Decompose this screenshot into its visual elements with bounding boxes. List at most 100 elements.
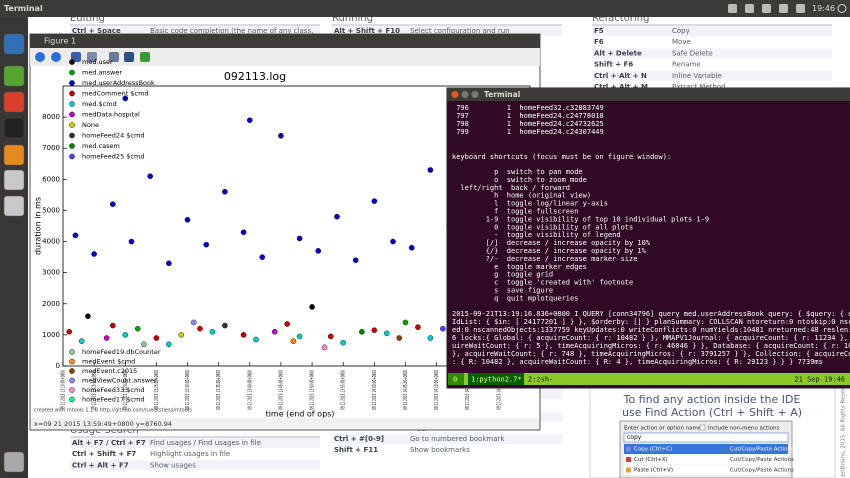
terminal-line: uireWaitCount: { r: 5 }, timeAcquiringMi… [452, 342, 850, 350]
window-button[interactable] [471, 91, 479, 98]
point [141, 341, 147, 348]
legend-label[interactable]: med.casem [82, 142, 120, 150]
result-row[interactable] [624, 454, 788, 465]
terminal-line: 796 1 homeFeed32.c32883749 [452, 104, 604, 112]
chart-title: 092113.log [224, 70, 286, 83]
point [315, 248, 322, 254]
shortcut-key: Shift + F6 [594, 61, 633, 69]
legend-marker[interactable] [69, 358, 75, 365]
window-button[interactable] [451, 91, 459, 98]
legend-label[interactable]: homeFeed33 $cmd [82, 386, 144, 394]
launcher-icon[interactable] [3, 169, 25, 191]
terminal-line: 2015-09-21T13:19:16.836+0800 I QUERY [co… [452, 310, 850, 318]
launcher-icon[interactable] [3, 91, 25, 113]
legend-label[interactable]: med.user [82, 58, 113, 66]
y-axis-label: duration in ms [34, 197, 43, 255]
window-button[interactable] [461, 91, 469, 98]
legend-label[interactable]: medViewCount.answer [82, 377, 157, 385]
legend-marker[interactable] [69, 377, 75, 384]
legend-marker[interactable] [69, 132, 75, 139]
indicator-icon[interactable] [745, 4, 754, 13]
legend-label[interactable]: homeFeed19.dbCounter [82, 348, 161, 356]
active-tab[interactable] [468, 373, 524, 385]
shortcut-row-bg [592, 70, 832, 81]
legend-label[interactable]: homeFeed25 $cmd [82, 153, 144, 161]
indicator-icon[interactable] [779, 4, 788, 13]
y-tick-label: 7000 [42, 144, 60, 152]
terminal-line: - toggle visibility of legend [452, 231, 621, 239]
point [415, 324, 421, 330]
point [371, 198, 378, 204]
shortcut-description: Highlight usages in file [150, 450, 230, 458]
shortcut-key: Ctrl + Alt + M [594, 83, 648, 91]
legend-marker[interactable] [69, 153, 75, 160]
point [128, 238, 135, 245]
shortcut-description: Inline Variable [672, 72, 722, 80]
indicator-icon[interactable] [796, 4, 805, 13]
status-tab[interactable]: 1:python2.7* [471, 376, 522, 384]
legend-marker[interactable] [69, 111, 75, 118]
terminal-line: IdList: { $in: [ 24177201 ] } }, $orderb… [452, 318, 850, 326]
launcher-icon[interactable] [3, 65, 25, 87]
point [246, 117, 253, 124]
legend-marker[interactable] [69, 368, 75, 374]
section-title: Running [332, 13, 373, 24]
legend-label[interactable]: medData.hospital [82, 111, 140, 119]
system-menu[interactable] [837, 4, 847, 13]
toolbar-button[interactable] [71, 52, 81, 62]
legend-label[interactable]: homeFeed24 $cmd [82, 132, 144, 140]
window-title: Figure 1 [44, 37, 76, 46]
result-row[interactable] [624, 444, 788, 454]
x-axis-label: time (end of ops) [266, 410, 335, 419]
toolbar-button[interactable] [109, 52, 119, 62]
indicator-icon[interactable] [762, 4, 771, 13]
top-bar: Terminal 19:46 [0, 0, 850, 17]
legend-marker[interactable] [69, 122, 75, 128]
legend-label[interactable]: med.$cmd [82, 100, 117, 108]
launcher-icon[interactable] [3, 195, 25, 217]
legend-marker[interactable] [69, 69, 75, 76]
result-row[interactable] [624, 465, 788, 475]
legend-marker[interactable] [69, 396, 75, 403]
legend-marker[interactable] [69, 59, 75, 65]
legend-marker[interactable] [69, 143, 75, 149]
indicator-icon[interactable] [728, 4, 737, 13]
terminal-line: q quit mplotqueries [452, 294, 578, 302]
point [240, 229, 247, 236]
legend-label[interactable]: medEvent $cmd [82, 358, 135, 366]
status-tab[interactable]: 2:zsh- [528, 376, 553, 384]
shortcut-description: Safe Delete [672, 49, 713, 57]
legend-marker[interactable] [69, 90, 75, 97]
legend-marker[interactable] [69, 349, 75, 355]
search-query: copy [627, 434, 642, 441]
point [222, 322, 228, 329]
launcher-icon[interactable] [3, 451, 25, 473]
search-input[interactable] [623, 432, 789, 443]
legend-label[interactable]: None [82, 121, 99, 129]
legend-label[interactable]: medComment $cmd [82, 90, 149, 98]
point [284, 321, 290, 327]
legend-label[interactable]: med.userAddressBook [82, 79, 155, 87]
legend-label[interactable]: med.answer [82, 69, 122, 77]
result-name: Cut (Ctrl+X) [634, 457, 668, 463]
toolbar-nav-button[interactable] [35, 52, 45, 62]
checkbox[interactable] [699, 424, 706, 431]
toolbar-button[interactable] [124, 52, 134, 62]
y-tick-label: 5000 [42, 206, 60, 214]
legend-label[interactable]: medEvent.c2015 [82, 367, 137, 375]
terminal-line: c toggle 'created with' footnote [452, 279, 633, 287]
toolbar-button[interactable] [140, 52, 150, 62]
shortcut-key: F6 [594, 38, 604, 46]
legend-label[interactable]: homeFeed17 $cmd [82, 396, 144, 404]
legend-marker[interactable] [69, 80, 75, 86]
point [359, 328, 365, 335]
legend-marker[interactable] [69, 101, 75, 107]
launcher-icon[interactable] [3, 117, 25, 139]
launcher-icon[interactable] [3, 144, 25, 166]
toolbar [30, 48, 540, 66]
toolbar-button[interactable] [87, 52, 97, 62]
legend-marker[interactable] [69, 387, 75, 393]
toolbar-nav-button[interactable] [51, 52, 61, 62]
launcher-icon[interactable] [3, 33, 25, 55]
shortcut-row-bg [592, 26, 832, 36]
